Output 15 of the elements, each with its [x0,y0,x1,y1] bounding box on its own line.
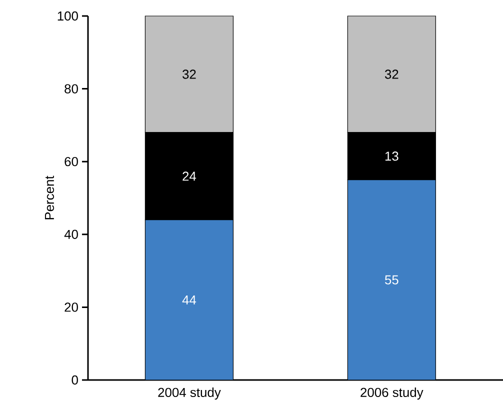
x-tick-label: 2004 study [158,388,221,400]
data-label: 24 [182,172,196,181]
x-tick-label: 2006 study [360,388,424,400]
y-tick-label: 80 [64,84,78,94]
y-tick-label: 20 [64,302,78,312]
data-label: 32 [384,70,398,79]
y-tick-label: 60 [64,157,78,166]
y-tick-label: 0 [72,375,78,385]
y-tick-label: 40 [64,230,78,239]
y-tick-label: 100 [58,11,78,21]
y-axis-title: Percent [45,176,54,220]
data-label: 13 [385,152,398,161]
data-label: 44 [182,295,196,304]
data-label: 32 [182,70,196,79]
data-label: 55 [384,275,398,284]
